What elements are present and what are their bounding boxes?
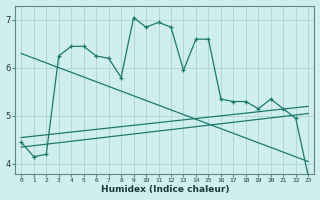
X-axis label: Humidex (Indice chaleur): Humidex (Indice chaleur) <box>100 185 229 194</box>
